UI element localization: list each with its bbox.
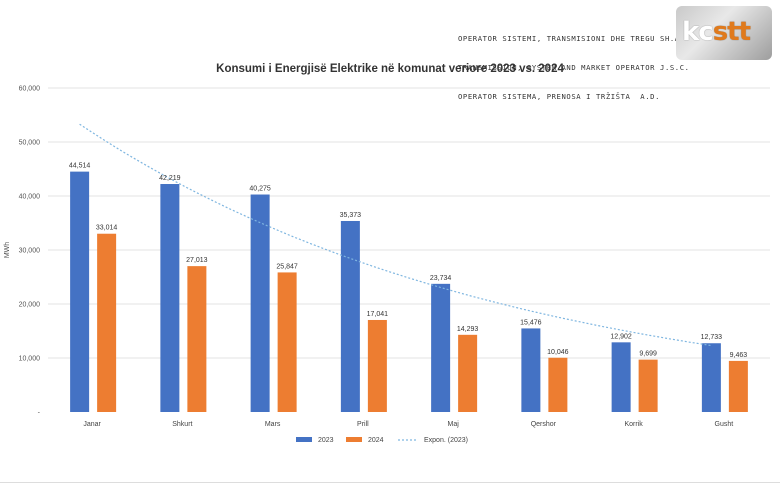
company-name-albanian: OPERATOR SISTEMI, TRANSMISIONI DHE TREGU… — [458, 34, 685, 44]
category-label: Prill — [357, 421, 369, 428]
y-axis-ticks: - 10,000 20,000 30,000 40,000 50,000 60,000 — [19, 86, 41, 417]
bars — [70, 171, 748, 412]
data-label: 40,275 — [249, 186, 271, 193]
bar-2024-prill — [367, 319, 387, 412]
bar-2024-shkurt — [187, 266, 207, 412]
legend: 2023 2024 Expon. (2023) — [296, 437, 468, 444]
bar-2024-janar — [97, 233, 117, 412]
data-label: 12,733 — [701, 334, 723, 341]
category-label: Qershor — [531, 421, 557, 428]
gridlines — [48, 87, 770, 359]
y-tick-label: 40,000 — [19, 194, 41, 201]
data-label: 15,476 — [520, 319, 542, 326]
data-label: 14,293 — [457, 326, 479, 333]
bar-2023-korrik — [611, 342, 631, 412]
bar-2023-mars — [250, 194, 270, 412]
y-tick-label: - — [38, 410, 41, 417]
bar-2023-gusht — [701, 343, 721, 412]
data-label: 17,041 — [367, 311, 389, 318]
data-label: 27,013 — [186, 257, 208, 264]
data-label: 33,014 — [96, 225, 118, 232]
legend-label-2024: 2024 — [368, 437, 384, 444]
bar-2023-shkurt — [160, 184, 180, 412]
category-label: Gusht — [715, 421, 734, 428]
data-label: 23,734 — [430, 275, 452, 282]
company-name-serbian: OPERATOR SISTEMA, PRENOSA I TRŽIŠTA A.D. — [458, 91, 661, 101]
company-name-english: TRANSMISSION, SYSTEM AND MARKET OPERATOR… — [458, 62, 690, 72]
data-label: 10,046 — [547, 349, 569, 356]
data-label: 44,514 — [69, 163, 91, 170]
bar-2024-qershor — [548, 357, 568, 412]
exponential-trendline — [79, 123, 712, 347]
bar-2023-janar — [70, 171, 90, 412]
bar-2023-qershor — [521, 328, 541, 412]
trendline-layer — [79, 123, 712, 347]
legend-label-trendline: Expon. (2023) — [424, 437, 468, 444]
bar-2023-maj — [431, 283, 451, 412]
y-axis-label: MWh — [4, 242, 11, 258]
bar-2023-prill — [340, 220, 360, 412]
logo-background — [676, 6, 772, 60]
category-label: Shkurt — [172, 421, 192, 428]
data-label: 25,847 — [276, 263, 298, 270]
category-label: Maj — [447, 421, 459, 428]
y-tick-label: 10,000 — [19, 356, 41, 363]
kostt-logo: kcstt — [676, 6, 772, 60]
y-tick-label: 60,000 — [19, 86, 41, 93]
x-axis-categories: Janar Shkurt Mars Prill Maj Qershor Korrik Gush… — [83, 421, 733, 428]
data-labels: 44,514 33,014 42,219 27,013 40,275 25,847 35,3… — [69, 163, 747, 359]
data-label: 9,463 — [730, 352, 748, 359]
y-tick-label: 20,000 — [19, 302, 41, 309]
logo-wordmark: kcstt — [682, 17, 751, 47]
bar-2024-maj — [458, 334, 478, 412]
y-tick-label: 50,000 — [19, 140, 41, 147]
data-label: 35,373 — [340, 212, 362, 219]
bar-2024-mars — [277, 272, 297, 412]
bar-2024-korrik — [638, 359, 658, 412]
legend-swatch-2023 — [296, 437, 312, 442]
legend-label-2023: 2023 — [318, 437, 334, 444]
y-tick-label: 30,000 — [19, 248, 41, 255]
category-label: Mars — [265, 421, 281, 428]
chart-title: Konsumi i Energjisë Elektrike në komunat… — [216, 63, 564, 75]
bottom-divider — [0, 482, 780, 483]
category-label: Janar — [83, 421, 101, 428]
bar-2024-gusht — [728, 360, 748, 412]
company-header: OPERATOR SISTEMI, TRANSMISIONI DHE TREGU… — [458, 15, 690, 121]
data-label: 12,902 — [610, 333, 632, 340]
legend-swatch-2024 — [346, 437, 362, 442]
data-label: 42,219 — [159, 175, 181, 182]
category-label: Korrik — [624, 421, 643, 428]
data-label: 9,699 — [639, 351, 657, 358]
